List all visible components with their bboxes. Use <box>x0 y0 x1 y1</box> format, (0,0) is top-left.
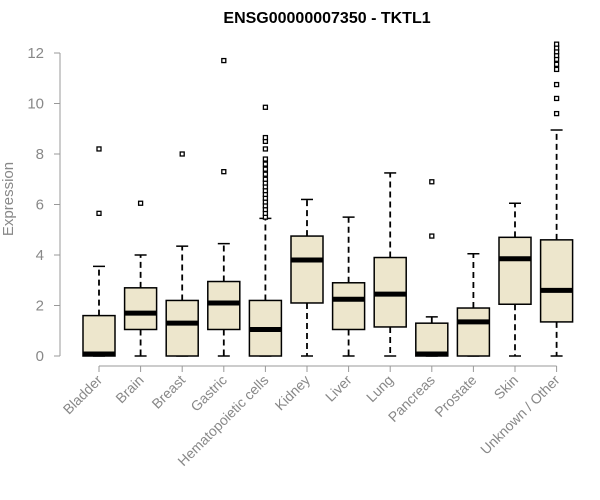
box-group <box>456 252 491 357</box>
iqr-box <box>207 280 241 331</box>
box-group <box>290 198 324 357</box>
x-tick-label: Prostate <box>431 372 479 420</box>
outlier-point <box>553 66 560 73</box>
box-group <box>539 41 574 357</box>
iqr-box <box>415 322 449 357</box>
iqr-box <box>123 287 158 331</box>
outlier-point <box>262 161 269 167</box>
outlier-point <box>429 233 435 239</box>
y-tick-label: 12 <box>27 45 44 62</box>
outlier-point <box>96 210 102 216</box>
box-group <box>415 179 449 357</box>
box-group <box>498 202 532 357</box>
iqr-box <box>165 299 199 357</box>
outlier-point <box>553 81 560 88</box>
outlier-point <box>96 146 102 152</box>
box-group <box>248 104 283 357</box>
x-tick-label: Bladder <box>60 372 106 418</box>
y-axis-label: Expression <box>0 162 17 236</box>
box-group <box>373 172 407 357</box>
y-tick-label: 10 <box>27 96 44 113</box>
outlier-point <box>553 61 560 68</box>
outlier-point <box>262 104 269 110</box>
box-group <box>82 146 116 357</box>
x-tick-label: Kidney <box>272 372 314 414</box>
outlier-point <box>429 179 435 185</box>
y-tick-label: 8 <box>36 146 44 163</box>
x-tick-label: Breast <box>148 372 188 412</box>
outlier-point <box>179 151 185 157</box>
iqr-box <box>456 307 491 357</box>
y-tick-label: 0 <box>36 348 44 365</box>
plot-area <box>82 41 574 357</box>
y-tick-label: 6 <box>36 197 44 214</box>
x-tick-label: Lung <box>363 372 396 405</box>
box-group <box>331 216 366 357</box>
iqr-box <box>82 314 116 357</box>
y-tick-label: 2 <box>36 298 44 315</box>
box-group <box>123 200 158 357</box>
outlier-point <box>553 95 560 102</box>
box-group <box>207 57 241 357</box>
iqr-box <box>290 235 324 304</box>
outlier-point <box>262 134 269 141</box>
outlier-point <box>262 156 269 162</box>
outlier-point <box>137 200 144 206</box>
iqr-box <box>331 282 366 331</box>
iqr-box <box>539 239 574 323</box>
outlier-point <box>262 166 269 172</box>
box-group <box>165 151 199 357</box>
iqr-box <box>498 236 532 305</box>
x-tick-label: Unknown / Other <box>477 372 563 458</box>
y-tick-label: 4 <box>36 247 44 264</box>
x-tick-label: Skin <box>491 372 522 403</box>
outlier-point <box>221 57 227 64</box>
outlier-point <box>262 146 269 152</box>
x-tick-label: Brain <box>112 372 146 406</box>
outlier-point <box>553 41 560 47</box>
outlier-point <box>262 171 269 177</box>
outlier-point <box>262 176 269 182</box>
outlier-point <box>553 110 560 117</box>
x-tick-label: Liver <box>322 372 355 405</box>
outlier-point <box>221 169 227 175</box>
chart-title: ENSG00000007350 - TKTL1 <box>223 10 430 27</box>
